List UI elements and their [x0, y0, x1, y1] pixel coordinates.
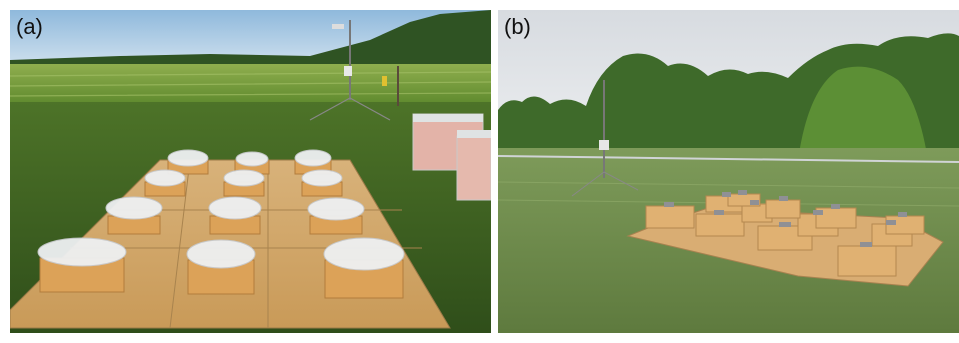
field-photo-b [498, 10, 959, 333]
panel-label-b: (b) [504, 14, 531, 39]
panel-label-a: (a) [16, 14, 43, 39]
photo-panel-b: (b) [498, 10, 959, 333]
field-photo-a [10, 10, 491, 333]
photo-panel-a: (a) [10, 10, 491, 333]
